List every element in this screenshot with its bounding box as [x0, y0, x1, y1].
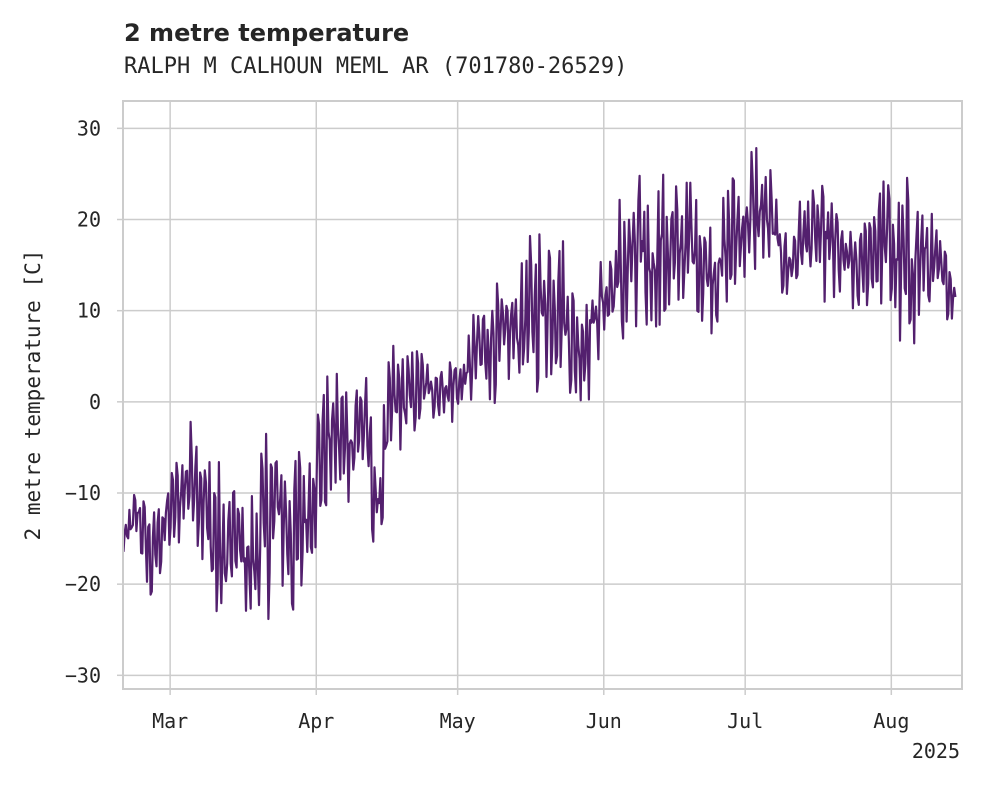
temperature-line	[122, 147, 957, 621]
x-tick-label: May	[440, 709, 476, 733]
x-tick-label: Jun	[586, 709, 622, 733]
chart-subtitle: RALPH M CALHOUN MEML AR (701780-26529)	[124, 54, 627, 79]
temperature-series	[122, 147, 957, 621]
year-label: 2025	[912, 739, 960, 763]
grid-lines	[123, 101, 962, 689]
y-tick-label: 30	[77, 116, 101, 140]
x-tick-label: Aug	[873, 709, 909, 733]
x-tick-label: Jul	[727, 709, 763, 733]
axis-ticks: −30 −20 −10 0 10 20 30 Mar Apr May Jun Jul Aug	[65, 116, 909, 733]
x-tick-label: Mar	[152, 709, 188, 733]
plot-frame	[122, 100, 963, 690]
y-axis-label: 2 metre temperature [C]	[21, 250, 45, 541]
y-tick-label: −30	[65, 663, 101, 687]
y-tick-label: −10	[65, 481, 101, 505]
y-tick-label: 10	[77, 299, 101, 323]
y-tick-label: 0	[89, 390, 101, 414]
chart-title: 2 metre temperature	[124, 19, 409, 47]
y-tick-label: −20	[65, 572, 101, 596]
x-tick-label: Apr	[298, 709, 334, 733]
y-tick-label: 20	[77, 208, 101, 232]
